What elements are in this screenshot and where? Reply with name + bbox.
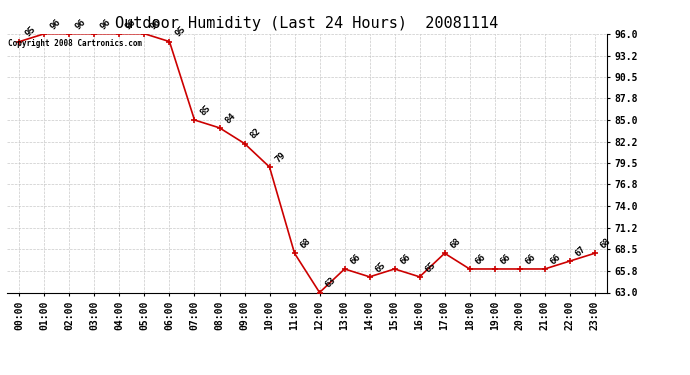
Text: 66: 66 bbox=[474, 252, 488, 266]
Text: 65: 65 bbox=[424, 260, 437, 274]
Text: Copyright 2008 Cartronics.com: Copyright 2008 Cartronics.com bbox=[8, 39, 142, 48]
Text: 96: 96 bbox=[124, 17, 137, 31]
Text: 68: 68 bbox=[299, 237, 313, 250]
Text: 79: 79 bbox=[274, 150, 288, 164]
Text: 96: 96 bbox=[74, 17, 88, 31]
Text: 66: 66 bbox=[399, 252, 413, 266]
Text: 95: 95 bbox=[174, 25, 188, 39]
Text: 67: 67 bbox=[574, 244, 588, 258]
Title: Outdoor Humidity (Last 24 Hours)  20081114: Outdoor Humidity (Last 24 Hours) 2008111… bbox=[115, 16, 499, 31]
Text: 68: 68 bbox=[599, 237, 613, 250]
Text: 65: 65 bbox=[374, 260, 388, 274]
Text: 66: 66 bbox=[524, 252, 538, 266]
Text: 84: 84 bbox=[224, 111, 237, 125]
Text: 96: 96 bbox=[48, 17, 63, 31]
Text: 66: 66 bbox=[348, 252, 363, 266]
Text: 85: 85 bbox=[199, 103, 213, 117]
Text: 95: 95 bbox=[23, 25, 37, 39]
Text: 63: 63 bbox=[324, 276, 337, 290]
Text: 96: 96 bbox=[99, 17, 112, 31]
Text: 96: 96 bbox=[148, 17, 163, 31]
Text: 66: 66 bbox=[499, 252, 513, 266]
Text: 68: 68 bbox=[448, 237, 463, 250]
Text: 66: 66 bbox=[549, 252, 563, 266]
Text: 82: 82 bbox=[248, 127, 263, 141]
